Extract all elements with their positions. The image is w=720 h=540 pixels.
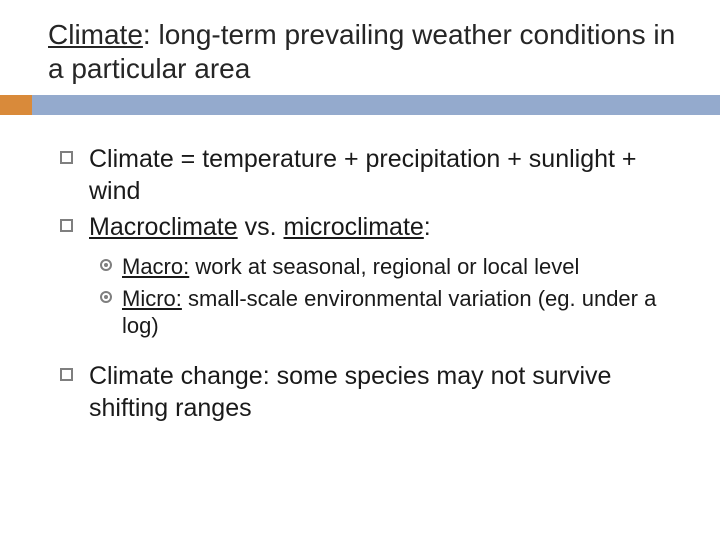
sub-list-item: Micro: small-scale environmental variati… — [100, 285, 680, 340]
sub-list-item-text: Macro: work at seasonal, regional or loc… — [122, 253, 579, 281]
bullet-list: Climate = temperature + precipitation + … — [48, 143, 680, 424]
title-rest: : long-term prevailing weather condition… — [48, 19, 675, 84]
list-item: Climate change: some species may not sur… — [60, 360, 680, 424]
sub-list-item-text: Micro: small-scale environmental variati… — [122, 285, 680, 340]
sub-list-item: Macro: work at seasonal, regional or loc… — [100, 253, 680, 281]
list-item-text: Climate change: some species may not sur… — [89, 360, 680, 424]
list-item-text: Climate = temperature + precipitation + … — [89, 143, 680, 207]
sub-list: Macro: work at seasonal, regional or loc… — [60, 253, 680, 340]
circle-dot-bullet-icon — [100, 291, 112, 303]
divider-accent — [0, 95, 32, 115]
divider — [0, 95, 720, 115]
list-item-text: Macroclimate vs. microclimate: — [89, 211, 431, 243]
slide-title: Climate: long-term prevailing weather co… — [48, 18, 680, 85]
list-item: Macroclimate vs. microclimate: — [60, 211, 680, 243]
square-bullet-icon — [60, 219, 73, 232]
circle-dot-bullet-icon — [100, 259, 112, 271]
square-bullet-icon — [60, 151, 73, 164]
slide: Climate: long-term prevailing weather co… — [0, 0, 720, 540]
list-item: Climate = temperature + precipitation + … — [60, 143, 680, 207]
square-bullet-icon — [60, 368, 73, 381]
title-underlined: Climate — [48, 19, 143, 50]
divider-bar — [0, 95, 720, 115]
